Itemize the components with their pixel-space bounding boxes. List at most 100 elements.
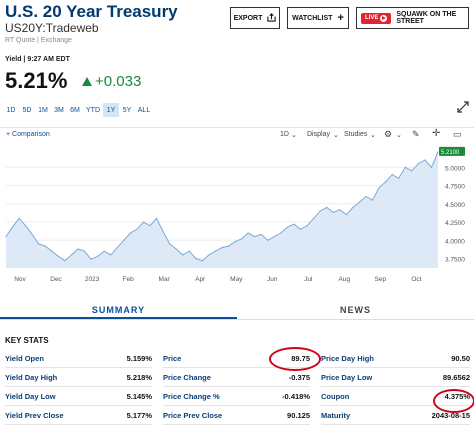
data-point [411, 170, 413, 172]
x-tick-label: 2023 [85, 276, 100, 283]
data-point [116, 246, 118, 249]
data-point [385, 181, 387, 183]
data-point [214, 250, 217, 252]
last-value-label: 5.2100 [441, 150, 460, 156]
data-point [83, 250, 86, 252]
range-1y[interactable]: 1Y [103, 103, 119, 117]
expand-icon[interactable] [457, 101, 469, 116]
data-point [273, 236, 275, 238]
stat-row: Maturity 2043-08-15 [321, 406, 470, 425]
stats-column-price: Price 89.75 Price Change -0.375 Price Chan… [163, 349, 310, 425]
data-point [110, 254, 112, 256]
range-selector: 1D 5D 1M 3M 6M YTD 1Y 5Y ALL [3, 103, 153, 117]
data-point [326, 206, 328, 209]
range-6m[interactable]: 6M [70, 106, 80, 114]
tab-summary[interactable]: SUMMARY [0, 300, 237, 319]
stat-value: 89.75 [291, 353, 310, 363]
stats-column-yield: Yield Open 5.159% Yield Day High 5.218% Yi… [5, 349, 152, 425]
tab-news[interactable]: NEWS [340, 305, 371, 315]
data-point [430, 166, 433, 168]
x-tick-label: Jul [304, 276, 313, 283]
stat-label: Price [163, 353, 182, 363]
play-icon [380, 14, 388, 22]
watchlist-button[interactable]: WATCHLIST + [287, 7, 349, 29]
range-1d[interactable]: 1D [6, 106, 16, 114]
stat-label: Coupon [321, 391, 350, 401]
stat-row: Coupon 4.375% [321, 387, 470, 406]
range-ytd[interactable]: YTD [86, 106, 100, 114]
stat-value: 5.218% [126, 372, 152, 382]
y-tick-label: 4.7500 [445, 184, 465, 191]
live-label: LIVE [365, 15, 379, 21]
squawk-button[interactable]: LIVE SQUAWK ON THE STREET [356, 7, 469, 29]
data-point [313, 217, 315, 219]
data-point [267, 239, 269, 241]
stat-label: Yield Prev Close [5, 410, 64, 420]
data-point [234, 241, 236, 243]
x-tick-label: Oct [411, 276, 421, 283]
data-point [424, 159, 426, 161]
data-point [25, 225, 27, 227]
data-point [129, 232, 131, 234]
range-5d[interactable]: 5D [22, 106, 32, 114]
x-tick-label: Mar [159, 276, 171, 283]
quote-time: Yield | 9:27 AM EDT [5, 56, 70, 63]
range-1m[interactable]: 1M [38, 106, 48, 114]
data-point [319, 210, 321, 212]
stat-row: Yield Day Low 5.145% [5, 387, 152, 406]
export-button[interactable]: EXPORT [230, 7, 280, 29]
data-point [286, 226, 289, 228]
crosshair-icon[interactable]: ✛ [432, 128, 441, 139]
gear-icon[interactable]: ⚙ [384, 129, 393, 139]
data-point [345, 214, 347, 216]
stats-column-price-range: Price Day High 90.50 Price Day Low 89.6562… [321, 349, 470, 425]
symbol-label: US20Y:Tradeweb [5, 21, 99, 35]
interval-select[interactable]: 1D [280, 131, 289, 138]
range-5y[interactable]: 5Y [122, 106, 132, 114]
stat-value: 5.159% [126, 353, 152, 363]
stat-value: 90.125 [287, 410, 310, 420]
data-point [188, 250, 190, 252]
stat-label: Yield Day High [5, 372, 58, 382]
comment-icon[interactable]: ▭ [453, 129, 462, 139]
chevron-down-icon: ⌄ [291, 132, 297, 139]
data-point [64, 260, 66, 262]
data-point [155, 217, 158, 219]
data-point [293, 223, 295, 225]
data-point [195, 257, 197, 260]
studies-menu[interactable]: Studies [344, 131, 368, 138]
yield-chart[interactable]: 5.0000 4.7500 4.5000 4.2500 4.0000 3.7500 5.21… [0, 143, 474, 293]
data-point [417, 163, 419, 165]
data-point [90, 258, 92, 260]
x-tick-label: Sep [375, 276, 387, 283]
stat-label: Price Day Low [321, 372, 373, 382]
chart-toolbar: + Comparison 1D ⌄ Display ⌄ Studies ⌄ ⚙ … [0, 127, 474, 143]
data-point [404, 166, 406, 168]
quote-value: 5.21% [5, 68, 68, 93]
data-point [378, 187, 380, 189]
stat-row: Price Day High 90.50 [321, 349, 470, 368]
stat-label: Yield Day Low [5, 391, 56, 401]
x-tick-label: May [230, 276, 243, 283]
last-value-badge [439, 146, 465, 156]
data-point [182, 254, 184, 256]
x-tick-label: Feb [123, 276, 135, 283]
stat-value: 2043-08-15 [431, 410, 470, 420]
range-3m[interactable]: 3M [54, 106, 64, 114]
data-point [162, 230, 164, 233]
pencil-icon[interactable]: ✎ [412, 129, 420, 139]
data-point [11, 226, 14, 228]
data-point [149, 225, 151, 227]
data-point [241, 238, 243, 240]
data-point [371, 199, 374, 201]
data-point [175, 248, 177, 250]
stat-label: Maturity [321, 410, 351, 420]
tab-bar: SUMMARY NEWS [0, 300, 474, 320]
watchlist-label: WATCHLIST [292, 14, 333, 22]
display-menu[interactable]: Display [307, 131, 330, 138]
data-point [77, 248, 79, 250]
range-all[interactable]: ALL [137, 106, 151, 114]
data-point [227, 245, 230, 247]
data-point [44, 245, 46, 247]
comparison-button[interactable]: + Comparison [6, 131, 50, 138]
